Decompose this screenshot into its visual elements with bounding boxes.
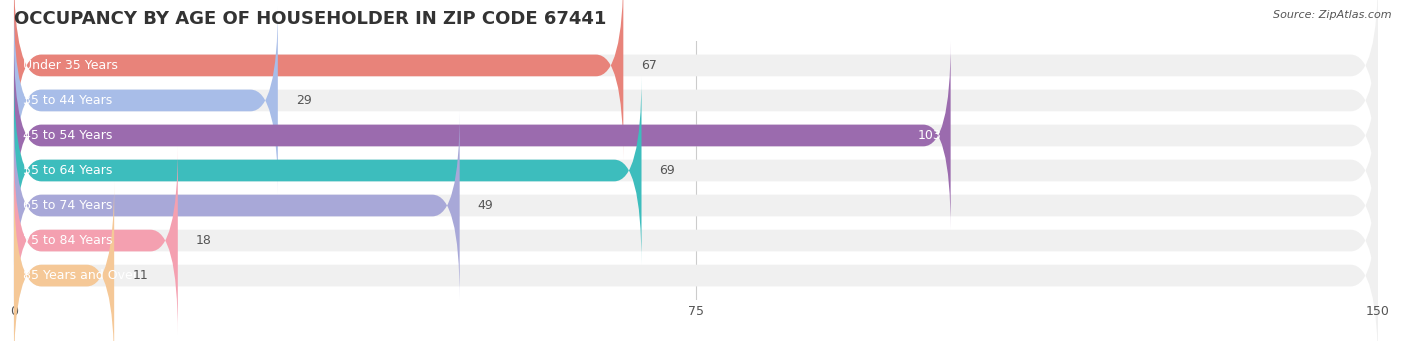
Text: 35 to 44 Years: 35 to 44 Years: [22, 94, 112, 107]
Text: 49: 49: [478, 199, 494, 212]
FancyBboxPatch shape: [14, 76, 1378, 265]
FancyBboxPatch shape: [14, 6, 1378, 195]
FancyBboxPatch shape: [14, 0, 1378, 160]
Text: 45 to 54 Years: 45 to 54 Years: [22, 129, 112, 142]
Text: OCCUPANCY BY AGE OF HOUSEHOLDER IN ZIP CODE 67441: OCCUPANCY BY AGE OF HOUSEHOLDER IN ZIP C…: [14, 10, 606, 28]
FancyBboxPatch shape: [14, 41, 950, 230]
FancyBboxPatch shape: [14, 41, 1378, 230]
FancyBboxPatch shape: [14, 181, 1378, 341]
FancyBboxPatch shape: [14, 111, 460, 300]
Text: 29: 29: [295, 94, 312, 107]
FancyBboxPatch shape: [14, 181, 114, 341]
Text: 85 Years and Over: 85 Years and Over: [22, 269, 138, 282]
Text: 18: 18: [195, 234, 212, 247]
FancyBboxPatch shape: [14, 0, 623, 160]
Text: 75 to 84 Years: 75 to 84 Years: [22, 234, 112, 247]
Text: 69: 69: [659, 164, 675, 177]
Text: 11: 11: [132, 269, 148, 282]
Text: 65 to 74 Years: 65 to 74 Years: [22, 199, 112, 212]
Text: 67: 67: [641, 59, 657, 72]
Text: Source: ZipAtlas.com: Source: ZipAtlas.com: [1274, 10, 1392, 20]
Text: 103: 103: [918, 129, 942, 142]
FancyBboxPatch shape: [14, 76, 641, 265]
Text: Under 35 Years: Under 35 Years: [22, 59, 118, 72]
FancyBboxPatch shape: [14, 6, 278, 195]
FancyBboxPatch shape: [14, 146, 1378, 335]
FancyBboxPatch shape: [14, 146, 177, 335]
FancyBboxPatch shape: [14, 111, 1378, 300]
Text: 55 to 64 Years: 55 to 64 Years: [22, 164, 112, 177]
